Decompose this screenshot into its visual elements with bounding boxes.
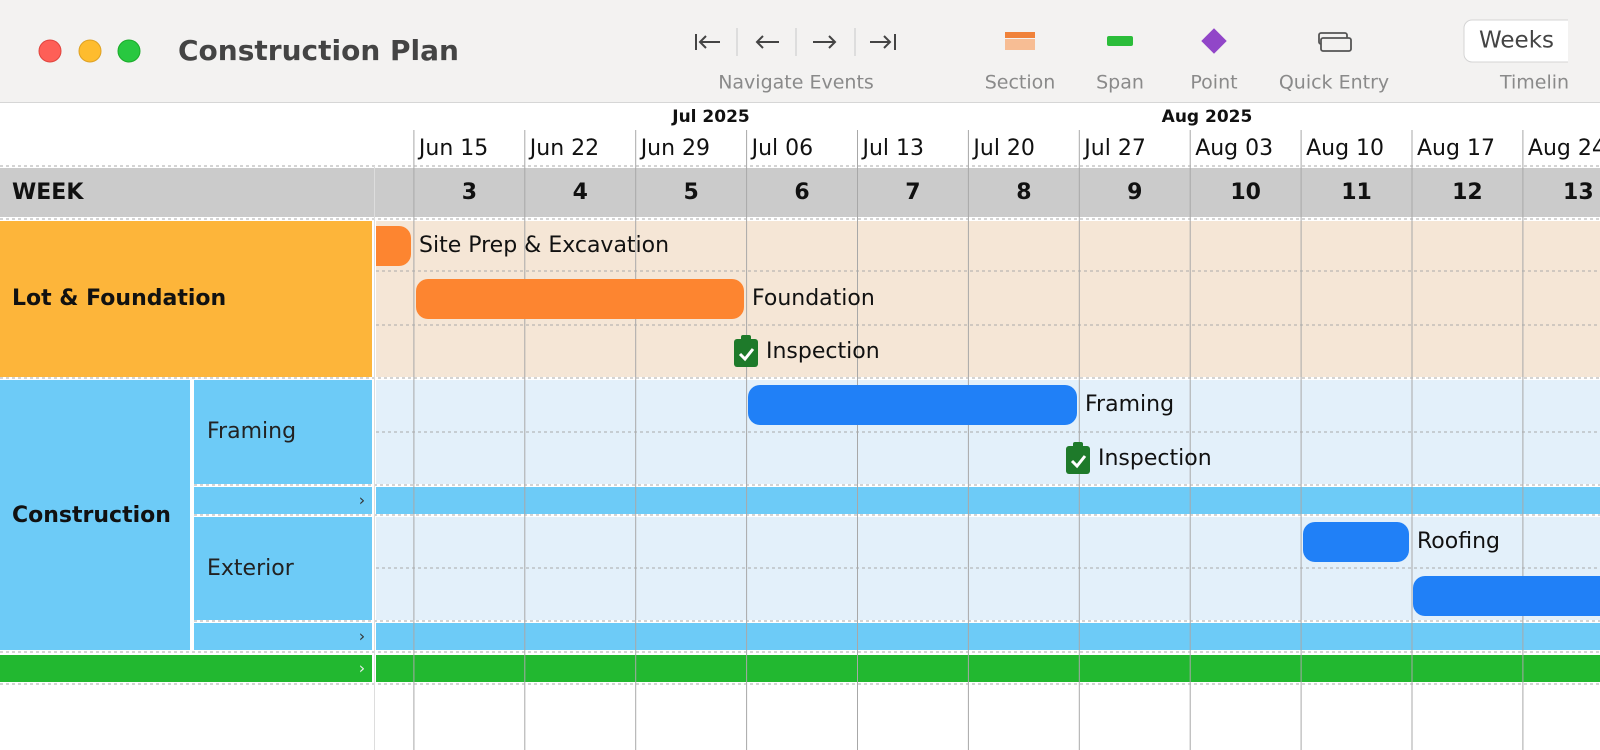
date-label: Jul 20: [971, 136, 1035, 161]
time-grid: Jun 08 Jun 15 Jun 22 Jun 29 Jul 06 Jul 13 Jul …: [306, 107, 1600, 750]
events: Site Prep & Excavation Foundation Inspecti…: [360, 226, 1600, 616]
section-label: Lot & Foundation: [12, 286, 226, 311]
week-number: 13: [1563, 180, 1594, 205]
scale-button[interactable]: [1463, 19, 1594, 63]
toolbar-label: Section: [985, 72, 1056, 94]
check-mark: [738, 348, 755, 362]
date-label: Jun 29: [639, 136, 710, 161]
date-label: Jun 08: [306, 136, 377, 161]
previous-event-button[interactable]: [755, 35, 779, 49]
collapsed-header[interactable]: [0, 655, 372, 682]
collapsed-lane: [376, 655, 1600, 682]
row-dividers: [0, 165, 1600, 685]
week-number: 8: [1016, 180, 1031, 205]
date-label: Jun 22: [528, 136, 599, 161]
expand-chevron[interactable]: ›: [359, 627, 365, 646]
span-bar[interactable]: [1303, 522, 1409, 562]
close-button[interactable]: [38, 39, 62, 63]
expand-chevron[interactable]: ›: [359, 491, 365, 510]
event-label: Site Prep & Excavation: [419, 233, 669, 258]
week-header: WEEK: [12, 180, 84, 205]
zoom-button[interactable]: [117, 39, 141, 63]
span-bar[interactable]: [416, 279, 744, 319]
week-header-row: [0, 168, 1600, 217]
section-label: Construction: [12, 503, 171, 528]
clipboard-clip: [741, 335, 751, 341]
date-label: Aug 03: [1195, 136, 1273, 161]
next-event-button[interactable]: [813, 35, 837, 49]
date-label: Jun 15: [417, 136, 488, 161]
event-label: Inspection: [1098, 446, 1212, 471]
scale-control: Weeks Timeline: [1463, 19, 1594, 94]
date-label: Aug 24: [1528, 136, 1600, 161]
last-event-button[interactable]: [870, 34, 896, 50]
date-label: Jul 06: [750, 136, 814, 161]
quick-entry-icon[interactable]: [1318, 32, 1352, 52]
month-label: Aug 2025: [1162, 107, 1253, 127]
point-marker[interactable]: [1066, 442, 1090, 474]
section-tool[interactable]: [1005, 32, 1035, 50]
week-number: 11: [1341, 180, 1372, 205]
section-icon: [1005, 32, 1035, 38]
first-event-button[interactable]: [695, 34, 720, 50]
section-header[interactable]: [0, 380, 190, 650]
section-icon: [1005, 39, 1035, 50]
date-label: Jul 27: [1082, 136, 1146, 161]
expand-chevron[interactable]: ›: [359, 659, 365, 678]
week-number: 10: [1230, 180, 1261, 205]
collapsed-header[interactable]: [194, 623, 372, 650]
week-number: 9: [1127, 180, 1142, 205]
collapsed-lane: [376, 623, 1600, 650]
event-label: Roofing: [1417, 529, 1500, 554]
toolbar-label: Span: [1096, 72, 1144, 94]
toolbar-label: Timeline: [1499, 72, 1581, 94]
point-marker[interactable]: [734, 335, 758, 367]
window-title: Construction Plan: [178, 34, 459, 67]
navigate-buttons: [695, 28, 896, 56]
date-label: Aug 10: [1306, 136, 1384, 161]
toolbar-label: Quick Entry: [1279, 72, 1389, 94]
event-label: Inspection: [766, 339, 880, 364]
span-bar[interactable]: [748, 385, 1077, 425]
collapsed-lane: [376, 487, 1600, 514]
span-bar[interactable]: [360, 226, 411, 266]
week-number: 4: [573, 180, 588, 205]
section-header[interactable]: [0, 221, 372, 377]
date-label: Aug 17: [1417, 136, 1495, 161]
subsection-label: Exterior: [207, 556, 295, 581]
scale-button-label: Weeks: [1479, 28, 1554, 54]
minimize-button[interactable]: [78, 39, 102, 63]
clipboard-icon: [1066, 446, 1090, 474]
subsection-header[interactable]: [194, 517, 372, 620]
subsection-label: Framing: [207, 419, 296, 444]
week-number: 12: [1452, 180, 1483, 205]
clipboard-clip: [1073, 442, 1083, 448]
week-number: 5: [683, 180, 698, 205]
event-label: Framing: [1085, 392, 1174, 417]
month-label: Jul 2025: [671, 107, 750, 127]
week-number: 6: [794, 180, 809, 205]
date-label: Jul 13: [861, 136, 925, 161]
collapsed-header[interactable]: [194, 487, 372, 514]
event-label: Foundation: [752, 286, 875, 311]
span-bar[interactable]: [1413, 576, 1600, 616]
toolbar-label: Point: [1190, 72, 1237, 94]
toolbar-label: Navigate Events: [718, 72, 874, 94]
subsection-header[interactable]: [194, 380, 372, 484]
week-number: 3: [462, 180, 477, 205]
week-number: 7: [905, 180, 920, 205]
span-icon[interactable]: [1107, 36, 1133, 46]
check-mark: [1070, 455, 1087, 469]
clipboard-icon: [734, 339, 758, 367]
